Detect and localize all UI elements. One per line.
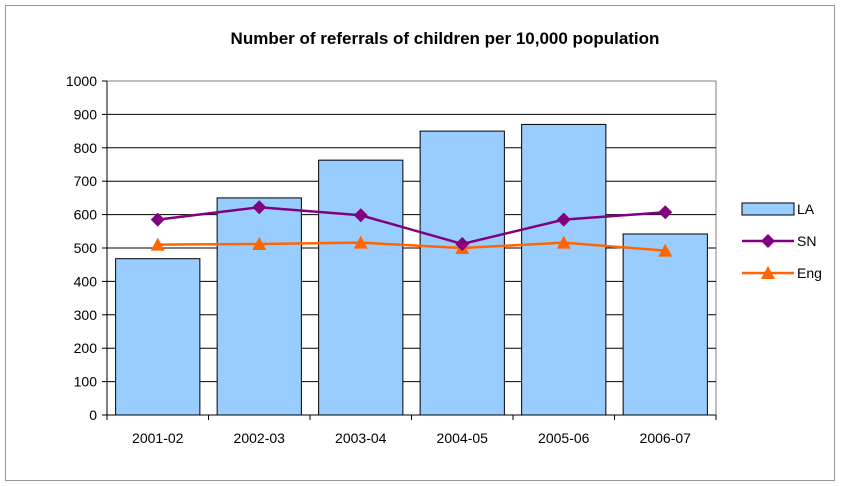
point-sn xyxy=(455,236,470,251)
point-eng xyxy=(252,236,267,250)
bar-la xyxy=(419,130,505,416)
point-eng xyxy=(150,237,165,251)
x-tick-label: 2001-02 xyxy=(132,430,184,446)
bar-la xyxy=(622,233,708,416)
y-tick-label: 0 xyxy=(89,407,97,423)
legend-marker-sn xyxy=(761,234,775,248)
x-tick-label: 2004-05 xyxy=(437,430,489,446)
legend-marker-eng xyxy=(761,266,775,279)
legend-swatch-la xyxy=(741,202,795,216)
point-eng xyxy=(353,235,368,249)
y-tick-label: 700 xyxy=(74,173,98,189)
chart-title: Number of referrals of children per 10,0… xyxy=(231,29,660,48)
x-tick-label: 2005-06 xyxy=(538,430,590,446)
y-tick-label: 400 xyxy=(74,273,98,289)
y-tick-label: 600 xyxy=(74,207,98,223)
y-tick-label: 800 xyxy=(74,140,98,156)
bar-la xyxy=(216,197,302,416)
bar-la xyxy=(115,258,201,416)
legend: LA SN Eng xyxy=(741,201,822,281)
x-tick-label: 2002-03 xyxy=(234,430,286,446)
point-sn xyxy=(556,212,571,227)
legend-label-eng: Eng xyxy=(797,265,822,281)
y-tick-label: 500 xyxy=(74,240,98,256)
y-tick-label: 100 xyxy=(74,374,98,390)
line-sn xyxy=(157,205,666,246)
x-tick-label: 2006-07 xyxy=(640,430,692,446)
legend-label-la: LA xyxy=(797,201,815,217)
line-eng xyxy=(157,241,666,252)
plot-area: 0 100 200 300 400 500 600 700 800 900 1000 2001-02 2… xyxy=(66,73,717,446)
y-tick-label: 1000 xyxy=(66,73,97,89)
point-eng xyxy=(658,243,673,257)
y-tick-label: 900 xyxy=(74,106,98,122)
point-eng xyxy=(556,235,571,249)
bar-la xyxy=(318,159,404,416)
point-sn xyxy=(658,205,673,220)
point-sn xyxy=(150,212,165,227)
x-tick-label: 2003-04 xyxy=(335,430,387,446)
point-sn xyxy=(353,208,368,223)
bar-la xyxy=(521,123,607,416)
y-tick-label: 200 xyxy=(74,340,98,356)
legend-label-sn: SN xyxy=(797,233,816,249)
y-tick-label: 300 xyxy=(74,307,98,323)
point-sn xyxy=(252,200,267,215)
